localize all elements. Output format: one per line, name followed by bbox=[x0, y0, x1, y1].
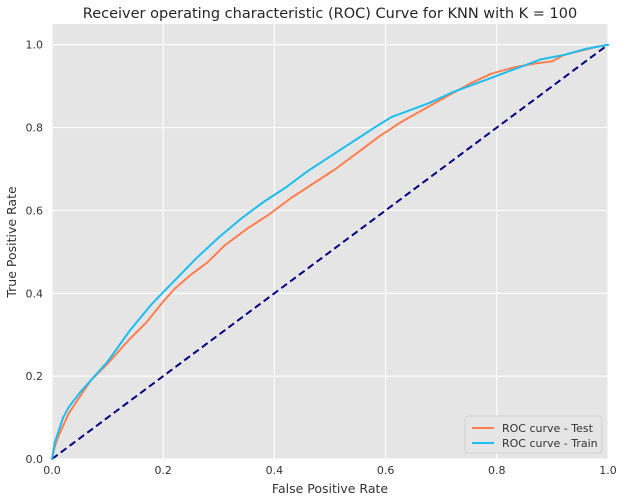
diagonal-reference-line bbox=[51, 43, 609, 460]
roc-train-line bbox=[51, 43, 609, 460]
legend-label-train: ROC curve - Train bbox=[502, 437, 598, 450]
y-tick-label: 0.4 bbox=[26, 287, 44, 300]
y-tick-label: 0.8 bbox=[26, 122, 44, 135]
x-tick-label: 0.4 bbox=[266, 464, 284, 477]
y-tick-label: 0.2 bbox=[26, 370, 44, 383]
y-axis-label: True Positive Rate bbox=[4, 186, 19, 299]
y-axis-ticks: 0.0 0.2 0.4 0.6 0.8 1.0 bbox=[26, 39, 44, 466]
legend-box bbox=[464, 415, 603, 454]
x-tick-label: 0.2 bbox=[154, 464, 172, 477]
chart-title: Receiver operating characteristic (ROC) … bbox=[83, 6, 577, 22]
plot-background bbox=[52, 24, 608, 459]
x-tick-label: 1.0 bbox=[599, 464, 617, 477]
y-tick-label: 1.0 bbox=[26, 39, 44, 52]
grid-lines bbox=[51, 24, 609, 460]
legend: ROC curve - Test ROC curve - Train bbox=[464, 415, 603, 454]
x-tick-label: 0.6 bbox=[377, 464, 395, 477]
series-lines bbox=[51, 43, 609, 460]
y-tick-label: 0.6 bbox=[26, 204, 44, 217]
y-tick-label: 0.0 bbox=[26, 453, 44, 466]
x-axis-ticks: 0.0 0.2 0.4 0.6 0.8 1.0 bbox=[43, 464, 617, 477]
x-tick-label: 0.0 bbox=[43, 464, 61, 477]
x-axis-label: False Positive Rate bbox=[272, 481, 388, 496]
legend-label-test: ROC curve - Test bbox=[502, 422, 594, 435]
x-tick-label: 0.8 bbox=[488, 464, 506, 477]
